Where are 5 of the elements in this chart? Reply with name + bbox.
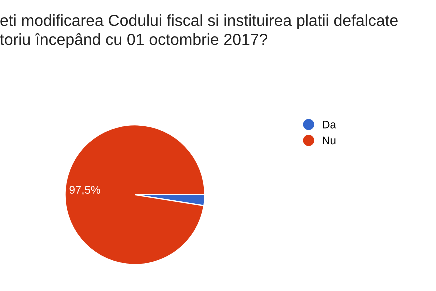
legend-label: Nu bbox=[323, 136, 336, 145]
legend-label: Da bbox=[323, 120, 336, 129]
data-label: 97,5% bbox=[70, 186, 100, 196]
pie-slice bbox=[64, 124, 206, 266]
chart-title: eti modificarea Codului fiscal si instituirea platii defalcate toriu începând cu 01 octombrie 2017? bbox=[0, 14, 398, 48]
